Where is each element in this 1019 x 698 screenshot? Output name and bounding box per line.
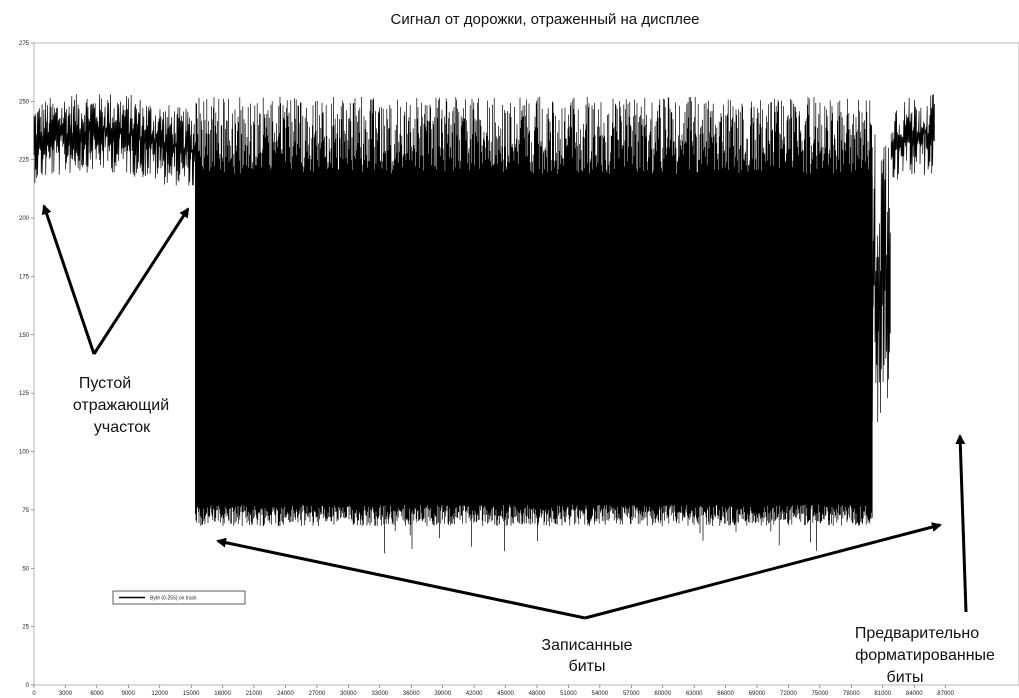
x-tick-label: 21000 [246,691,263,697]
legend: Byte (0-255) on track [112,590,246,605]
annotation-preformatted-line-2: форматированные [855,647,995,664]
x-tick-label: 12000 [151,691,168,697]
x-tick-label: 9000 [122,691,136,697]
annotation-blank-line-3: участок [94,419,151,436]
arrow-blank-right [92,207,190,355]
annotation-preformatted-line-3: биты [887,669,924,686]
x-tick-label: 66000 [717,691,734,697]
legend-label: Byte (0-255) on track [150,596,197,602]
x-tick-label: 15000 [183,691,200,697]
annotation-preformatted: Предварительно форматированные биты [855,434,995,686]
x-tick-label: 0 [32,691,36,697]
x-tick-label: 51000 [560,691,577,697]
x-tick-label: 42000 [466,691,483,697]
y-tick-label: 75 [22,508,29,514]
signal-segment-preformatted [871,134,891,423]
annotation-preformatted-line-1: Предварительно [855,625,979,642]
x-tick-label: 69000 [749,691,766,697]
x-tick-label: 60000 [654,691,671,697]
annotation-blank: Пустой отражающий участок [41,204,190,436]
x-tick-label: 30000 [340,691,357,697]
x-tick-label: 18000 [214,691,231,697]
x-tick-label: 87000 [937,691,954,697]
x-tick-label: 57000 [623,691,640,697]
x-tick-label: 78000 [843,691,860,697]
x-tick-label: 27000 [309,691,326,697]
signal-series [33,94,935,554]
x-tick-label: 36000 [403,691,420,697]
x-tick-label: 33000 [371,691,388,697]
y-tick-label: 150 [19,333,30,339]
y-tick-label: 25 [22,625,29,631]
y-tick-label: 175 [19,274,30,280]
x-tick-label: 6000 [90,691,104,697]
x-tick-label: 48000 [529,691,546,697]
y-tick-label: 125 [19,391,30,397]
y-tick-label: 275 [19,41,30,47]
annotation-blank-line-1: Пустой [79,375,131,392]
annotation-recorded-line-2: биты [569,658,606,675]
legend-box [112,590,246,605]
x-tick-label: 45000 [497,691,514,697]
signal-segment-blank [33,94,196,186]
y-tick-label: 100 [19,450,30,456]
annotation-recorded-line-1: Записанные [541,637,632,654]
y-tick-label: 200 [19,216,30,222]
arrow-preformatted [955,434,968,613]
annotation-blank-line-2: отражающий [73,397,169,414]
arrow-recorded-right [584,522,942,620]
x-tick-label: 39000 [434,691,451,697]
x-axis: 0 3000 6000 9000 12000 15000 18000 21000 24000 27… [32,685,955,697]
signal-segment-recorded [195,96,873,554]
arrow-recorded-left [216,537,586,620]
x-tick-label: 72000 [780,691,797,697]
x-tick-label: 75000 [812,691,829,697]
x-tick-label: 81000 [874,691,891,697]
arrow-blank-left [41,204,96,355]
x-tick-label: 3000 [59,691,73,697]
chart-title: Сигнал от дорожки, отраженный на дисплее [390,11,699,28]
x-tick-label: 24000 [277,691,294,697]
y-tick-label: 0 [26,683,30,689]
y-tick-label: 225 [19,158,30,164]
y-axis: 0 25 50 75 100 125 150 175 200 225 250 275 [19,41,34,689]
x-tick-label: 63000 [686,691,703,697]
annotation-recorded: Записанные биты [216,522,942,675]
y-tick-label: 250 [19,99,30,105]
y-tick-label: 50 [22,566,29,572]
x-tick-label: 54000 [592,691,609,697]
signal-segment-blank [890,94,935,180]
x-tick-label: 84000 [906,691,923,697]
